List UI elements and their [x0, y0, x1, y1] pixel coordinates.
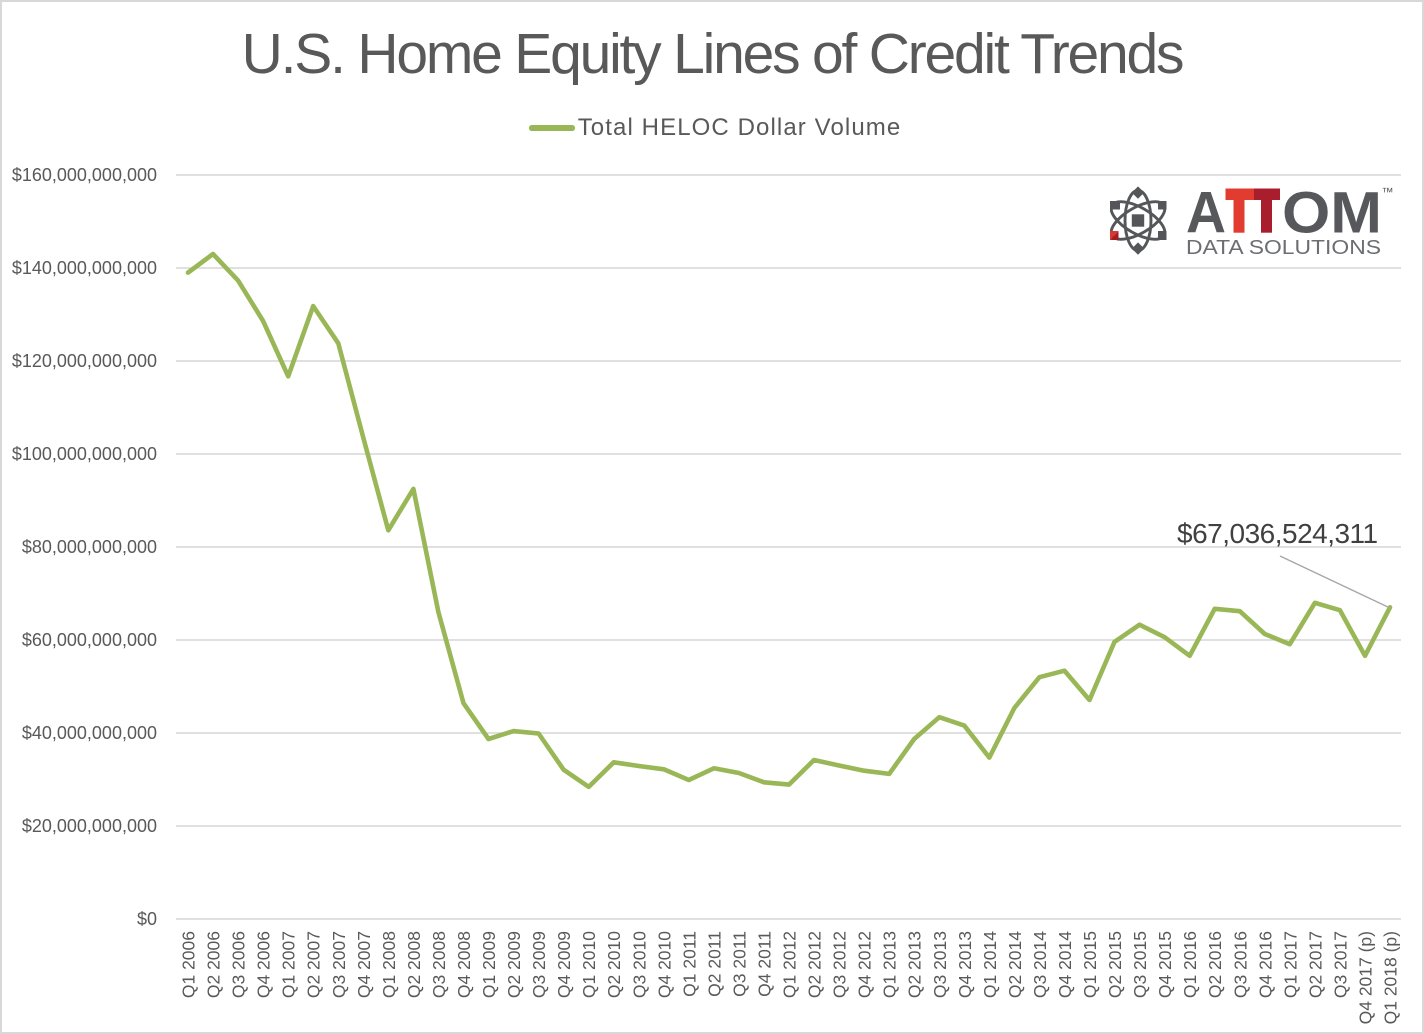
svg-text:Q1 2013: Q1 2013 [880, 931, 900, 998]
svg-text:Q2 2017: Q2 2017 [1305, 931, 1325, 998]
svg-text:$20,000,000,000: $20,000,000,000 [22, 816, 157, 836]
svg-text:Q2 2008: Q2 2008 [404, 931, 424, 998]
svg-text:Q2 2007: Q2 2007 [304, 931, 324, 998]
svg-text:Q2 2009: Q2 2009 [504, 931, 524, 998]
svg-text:Q2 2014: Q2 2014 [1005, 931, 1025, 998]
svg-text:Q1 2009: Q1 2009 [479, 931, 499, 998]
svg-text:Q2 2013: Q2 2013 [905, 931, 925, 998]
svg-text:Q2 2016: Q2 2016 [1205, 931, 1225, 998]
svg-text:DATA SOLUTIONS: DATA SOLUTIONS [1186, 236, 1381, 259]
svg-text:Q1 2017: Q1 2017 [1280, 931, 1300, 998]
svg-text:Q4 2008: Q4 2008 [454, 931, 474, 998]
svg-text:Q4 2012: Q4 2012 [855, 931, 875, 998]
svg-text:Q1 2008: Q1 2008 [379, 931, 399, 998]
svg-text:Q3 2016: Q3 2016 [1230, 931, 1250, 998]
svg-text:Q4 2009: Q4 2009 [554, 931, 574, 998]
svg-text:Q1 2006: Q1 2006 [179, 931, 199, 998]
svg-text:Q3 2013: Q3 2013 [930, 931, 950, 998]
svg-text:Q2 2012: Q2 2012 [805, 931, 825, 998]
svg-text:Q1 2018 (p): Q1 2018 (p) [1381, 931, 1401, 1024]
svg-text:$160,000,000,000: $160,000,000,000 [12, 165, 157, 185]
svg-text:Q3 2014: Q3 2014 [1030, 931, 1050, 998]
svg-text:$0: $0 [137, 909, 157, 929]
svg-text:Q2 2006: Q2 2006 [204, 931, 224, 998]
svg-text:OM: OM [1282, 186, 1382, 246]
svg-text:Q2 2010: Q2 2010 [604, 931, 624, 998]
svg-text:Q4 2007: Q4 2007 [354, 931, 374, 998]
svg-text:$80,000,000,000: $80,000,000,000 [22, 537, 157, 557]
svg-text:Q4 2014: Q4 2014 [1055, 931, 1075, 998]
svg-text:Q4 2017 (p): Q4 2017 (p) [1356, 931, 1376, 1024]
svg-text:Q1 2016: Q1 2016 [1180, 931, 1200, 998]
svg-text:Q1 2015: Q1 2015 [1080, 931, 1100, 998]
svg-text:$60,000,000,000: $60,000,000,000 [22, 630, 157, 650]
svg-text:Q4 2013: Q4 2013 [955, 931, 975, 998]
svg-text:Q1 2012: Q1 2012 [780, 931, 800, 998]
svg-text:Q1 2011: Q1 2011 [679, 931, 699, 997]
svg-text:Q1 2007: Q1 2007 [279, 931, 299, 998]
svg-text:$140,000,000,000: $140,000,000,000 [12, 258, 157, 278]
svg-text:Q4 2006: Q4 2006 [254, 931, 274, 998]
svg-text:Q2 2015: Q2 2015 [1105, 931, 1125, 998]
svg-text:Q2 2011: Q2 2011 [704, 931, 724, 997]
svg-text:Q3 2010: Q3 2010 [629, 931, 649, 998]
svg-text:Q3 2007: Q3 2007 [329, 931, 349, 998]
svg-text:Q3 2017: Q3 2017 [1330, 931, 1350, 998]
svg-text:$100,000,000,000: $100,000,000,000 [12, 444, 157, 464]
svg-text:Q4 2010: Q4 2010 [654, 931, 674, 998]
svg-text:Q4 2016: Q4 2016 [1255, 931, 1275, 998]
svg-text:Q4 2015: Q4 2015 [1155, 931, 1175, 998]
svg-text:Q4 2011: Q4 2011 [755, 931, 775, 997]
svg-text:Q1 2010: Q1 2010 [579, 931, 599, 998]
svg-text:A: A [1186, 186, 1226, 246]
svg-text:Q3 2006: Q3 2006 [229, 931, 249, 998]
svg-text:Q3 2008: Q3 2008 [429, 931, 449, 998]
svg-text:Q3 2011: Q3 2011 [729, 931, 749, 997]
svg-text:™: ™ [1382, 186, 1394, 199]
svg-text:Q3 2009: Q3 2009 [529, 931, 549, 998]
svg-text:$67,036,524,311: $67,036,524,311 [1177, 518, 1378, 549]
svg-text:Q1 2014: Q1 2014 [980, 931, 1000, 998]
svg-text:Q3 2012: Q3 2012 [830, 931, 850, 998]
svg-text:$40,000,000,000: $40,000,000,000 [22, 723, 157, 743]
svg-text:Q3 2015: Q3 2015 [1130, 931, 1150, 998]
svg-text:$120,000,000,000: $120,000,000,000 [12, 351, 157, 371]
